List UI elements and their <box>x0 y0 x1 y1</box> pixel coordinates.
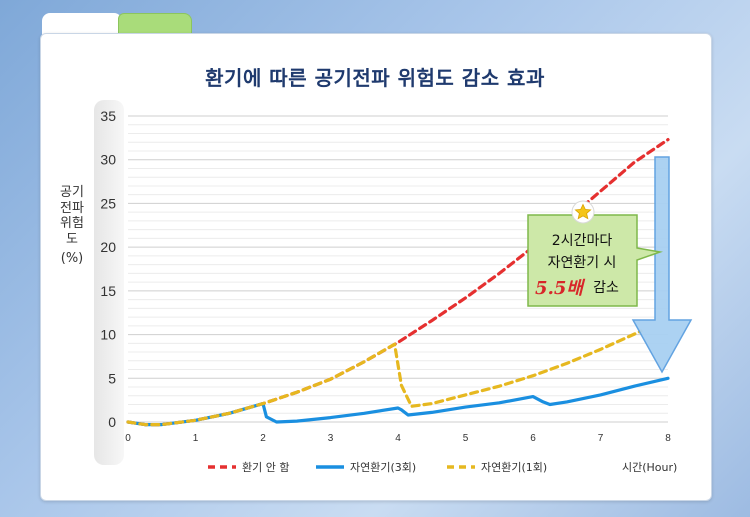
y-axis-label-text: 공기전파 위험도 <box>60 185 84 247</box>
callout-line2: 자연환기 시 <box>548 255 617 271</box>
x-tick-label: 6 <box>530 433 536 444</box>
star-icon <box>571 200 595 224</box>
y-tick-label: 5 <box>108 370 116 386</box>
x-tick-label: 1 <box>193 433 199 444</box>
legend-label: 환기 안 함 <box>242 461 289 474</box>
series-line-3 <box>126 329 643 427</box>
legend-label: 자연환기(3회) <box>350 461 416 474</box>
series-line-2 <box>126 376 670 427</box>
series-group <box>126 138 670 427</box>
y-tick-label: 20 <box>100 239 116 255</box>
x-axis-label: 시간(Hour) <box>622 461 677 474</box>
callout-tail: 감소 <box>593 280 619 296</box>
y-tick-label: 30 <box>100 152 116 168</box>
y-axis-ticks: 0 5 10 15 20 25 30 35 <box>100 108 116 430</box>
x-tick-label: 5 <box>463 433 469 444</box>
y-axis-label-unit: (%) <box>60 251 84 266</box>
axis-shade <box>94 100 124 465</box>
x-tick-label: 4 <box>395 433 401 444</box>
x-axis-ticks: 0 1 2 3 4 5 6 7 8 <box>125 433 671 444</box>
y-tick-label: 35 <box>100 108 116 124</box>
y-tick-label: 15 <box>100 283 116 299</box>
callout-line1: 2시간마다 <box>552 233 613 249</box>
y-tick-label: 10 <box>100 327 116 343</box>
y-axis-label: 공기전파 위험도 (%) <box>60 185 84 267</box>
x-tick-label: 2 <box>260 433 266 444</box>
y-tick-label: 25 <box>100 195 116 211</box>
down-arrow-icon <box>631 156 693 374</box>
chart-title: 환기에 따른 공기전파 위험도 감소 효과 <box>205 66 545 90</box>
x-tick-label: 3 <box>328 433 334 444</box>
x-tick-label: 7 <box>598 433 604 444</box>
legend: 환기 안 함 자연환기(3회) 자연환기(1회) <box>208 461 547 474</box>
x-tick-label: 8 <box>665 433 671 444</box>
callout-emphasis: 5.5배 <box>535 278 585 299</box>
x-tick-label: 0 <box>125 433 131 444</box>
y-tick-label: 0 <box>108 414 116 430</box>
legend-label: 자연환기(1회) <box>481 461 547 474</box>
callout-box: 2시간마다 자연환기 시 5.5배 감소 <box>527 200 663 307</box>
